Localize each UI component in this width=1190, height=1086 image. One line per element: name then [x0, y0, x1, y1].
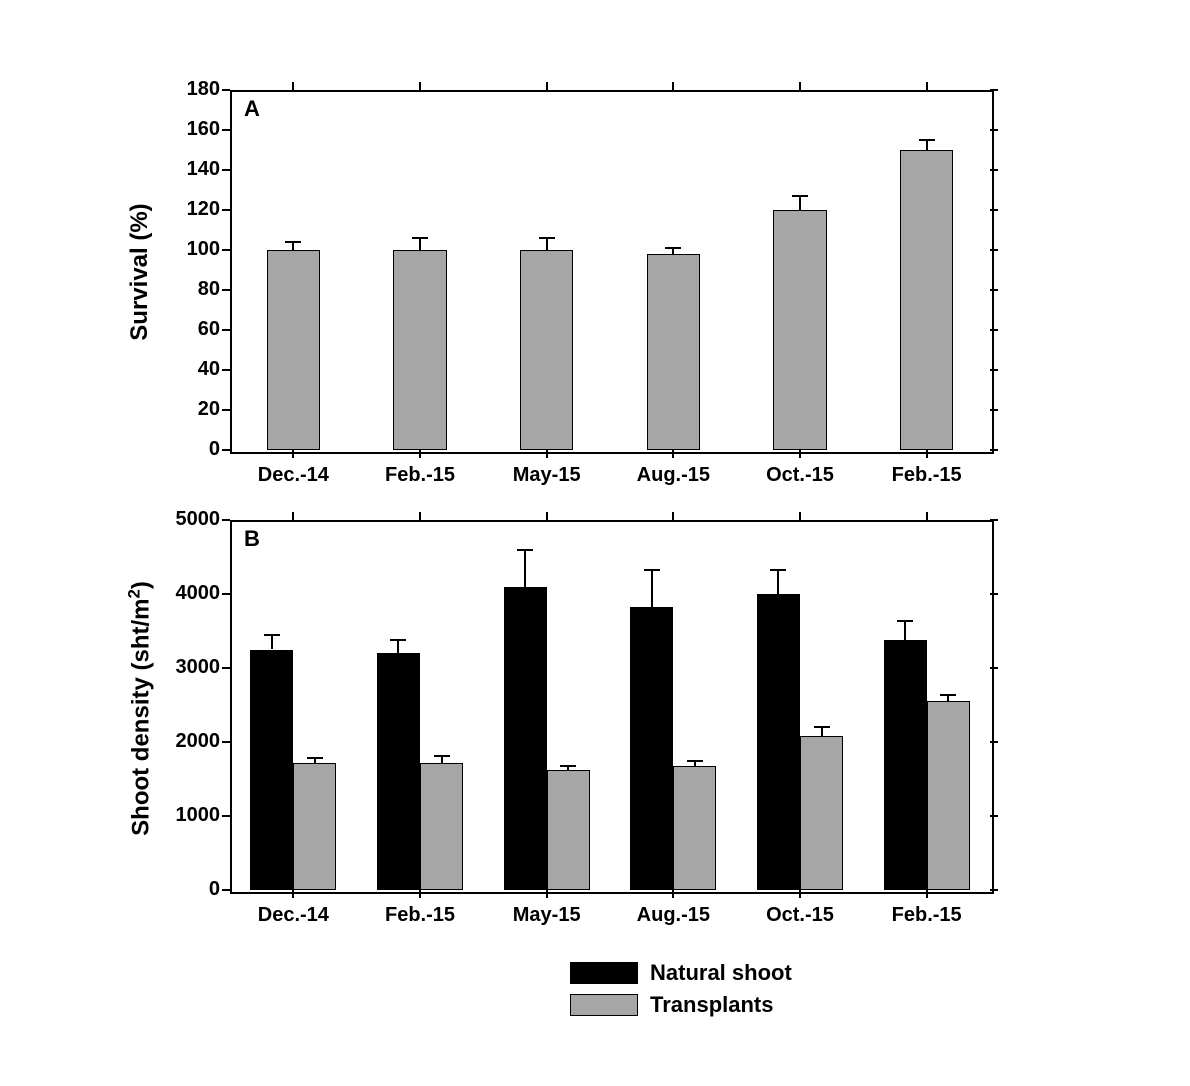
- y-tick: [222, 889, 230, 891]
- bar: [377, 653, 420, 890]
- y-tick: [222, 667, 230, 669]
- x-tick-label: Oct.-15: [740, 904, 860, 927]
- x-tick: [546, 512, 548, 520]
- y-tick-label: 0: [150, 878, 220, 901]
- y-tick: [990, 815, 998, 817]
- bar: [504, 587, 547, 890]
- error-cap: [897, 620, 913, 622]
- error-bar: [441, 756, 443, 763]
- y-tick-label: 1000: [150, 804, 220, 827]
- error-cap: [770, 569, 786, 571]
- bar: [673, 766, 716, 890]
- bar: [547, 770, 590, 890]
- bar: [757, 594, 800, 890]
- error-cap: [644, 569, 660, 571]
- y-tick-label: 3000: [150, 656, 220, 679]
- error-cap: [560, 765, 576, 767]
- x-tick-label: May-15: [487, 904, 607, 927]
- page: ASurvival (%)020406080100120140160180Dec…: [0, 0, 1190, 1086]
- x-tick: [926, 512, 928, 520]
- legend-swatch: [570, 994, 638, 1016]
- bar: [250, 650, 293, 891]
- x-tick-label: Dec.-14: [233, 904, 353, 927]
- bar: [884, 640, 927, 890]
- x-tick-label: Feb.-15: [360, 904, 480, 927]
- error-bar: [397, 640, 399, 653]
- legend-swatch: [570, 962, 638, 984]
- error-cap: [940, 694, 956, 696]
- y-tick: [222, 593, 230, 595]
- error-bar: [524, 550, 526, 587]
- x-tick: [292, 890, 294, 898]
- bar: [420, 763, 463, 890]
- x-tick: [419, 890, 421, 898]
- y-tick: [990, 593, 998, 595]
- bar: [293, 763, 336, 890]
- error-bar: [904, 621, 906, 640]
- error-cap: [434, 755, 450, 757]
- error-bar: [651, 570, 653, 607]
- y-tick: [990, 889, 998, 891]
- error-cap: [264, 634, 280, 636]
- error-bar: [777, 570, 779, 594]
- chart-b: BShoot density (sht/m2)01000200030004000…: [0, 0, 1190, 1086]
- bar: [630, 607, 673, 890]
- x-tick: [799, 512, 801, 520]
- y-tick: [990, 519, 998, 521]
- panel-letter: B: [244, 526, 260, 552]
- legend-label: Natural shoot: [650, 960, 792, 986]
- x-tick: [672, 890, 674, 898]
- legend: Natural shoot Transplants: [570, 960, 792, 1024]
- y-tick: [990, 667, 998, 669]
- legend-item: Natural shoot: [570, 960, 792, 986]
- y-tick-label: 2000: [150, 730, 220, 753]
- x-tick: [926, 890, 928, 898]
- error-cap: [517, 549, 533, 551]
- y-tick: [222, 519, 230, 521]
- x-tick-label: Aug.-15: [613, 904, 733, 927]
- y-tick: [990, 741, 998, 743]
- bar: [800, 736, 843, 890]
- x-tick: [546, 890, 548, 898]
- error-cap: [814, 726, 830, 728]
- plot-area-b: [230, 520, 994, 894]
- y-tick: [222, 741, 230, 743]
- x-tick: [672, 512, 674, 520]
- error-bar: [821, 727, 823, 736]
- error-bar: [271, 635, 273, 650]
- x-tick: [419, 512, 421, 520]
- bar: [927, 701, 970, 890]
- error-cap: [390, 639, 406, 641]
- x-tick: [292, 512, 294, 520]
- y-tick-label: 5000: [150, 508, 220, 531]
- legend-label: Transplants: [650, 992, 773, 1018]
- legend-item: Transplants: [570, 992, 792, 1018]
- y-tick: [222, 815, 230, 817]
- x-tick: [799, 890, 801, 898]
- y-tick-label: 4000: [150, 582, 220, 605]
- error-cap: [687, 760, 703, 762]
- error-cap: [307, 757, 323, 759]
- x-tick-label: Feb.-15: [867, 904, 987, 927]
